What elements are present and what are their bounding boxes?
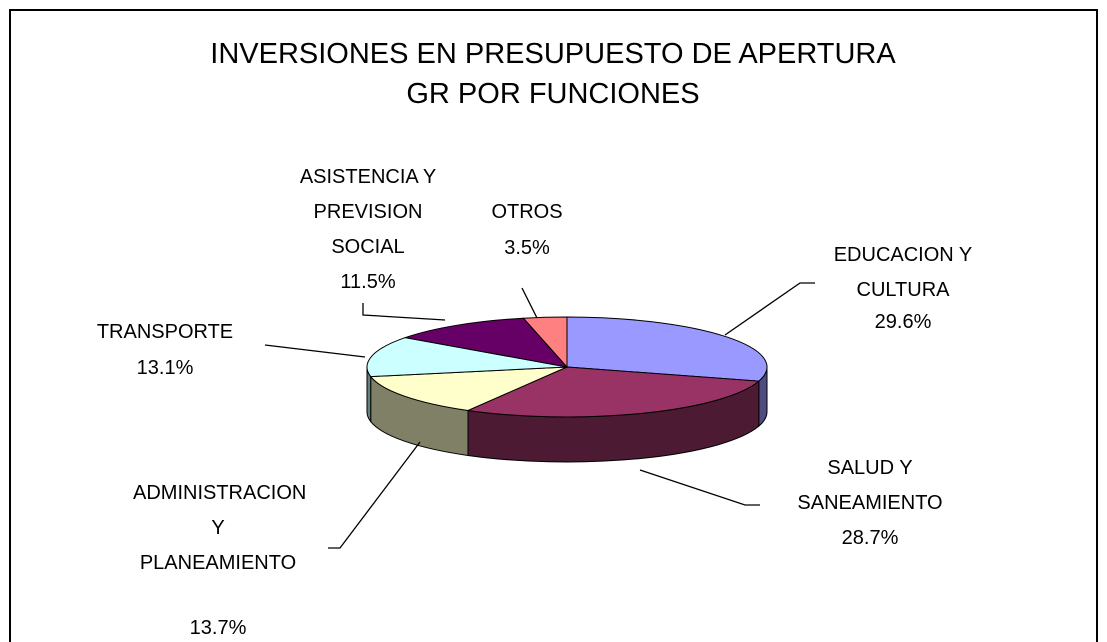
leader-line (521, 287, 538, 319)
slice-label: OTROS (491, 201, 563, 223)
leader-line (328, 441, 421, 549)
slice-label: ADMINISTRACION Y PLANEAMIENTO (133, 482, 307, 574)
slice (403, 317, 569, 368)
value-label: 11.5% (340, 271, 396, 293)
value-label: 3.5% (504, 237, 550, 259)
slice-label: ASISTENCIA Y PREVISION SOCIAL (299, 166, 437, 258)
slice-label: SALUD Y SANEAMIENTO (797, 457, 943, 514)
value-label: 28.7% (841, 527, 899, 549)
value-label: 29.6% (874, 311, 932, 333)
frame (9, 9, 1098, 642)
slice (369, 366, 568, 411)
leader-line (724, 282, 815, 336)
leader-line (264, 344, 366, 358)
slice (522, 316, 568, 369)
leader-line (639, 469, 760, 506)
slice (466, 366, 761, 418)
chart-title: INVERSIONES EN PRESUPUESTO DE APERTURA G… (210, 38, 896, 110)
slice-label: TRANSPORTE (96, 321, 234, 343)
slice (366, 337, 568, 378)
value-label: 13.1% (136, 357, 194, 379)
slice (566, 316, 768, 382)
value-label: 13.7% (189, 617, 247, 639)
leader-line (362, 303, 446, 321)
slice-label: EDUCACION Y CULTURA (833, 244, 973, 301)
